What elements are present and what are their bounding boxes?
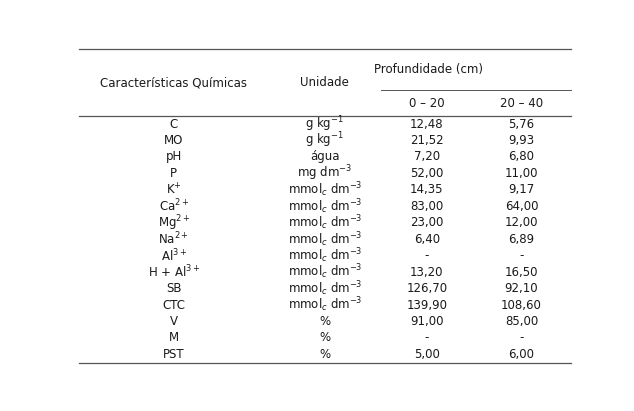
Text: mmol$_{c}$ dm$^{-3}$: mmol$_{c}$ dm$^{-3}$ <box>288 230 362 249</box>
Text: 139,90: 139,90 <box>406 298 448 312</box>
Text: -: - <box>425 331 429 344</box>
Text: 6,40: 6,40 <box>414 233 440 246</box>
Text: 83,00: 83,00 <box>410 200 444 213</box>
Text: 11,00: 11,00 <box>505 167 538 180</box>
Text: 64,00: 64,00 <box>505 200 538 213</box>
Text: 85,00: 85,00 <box>505 315 538 328</box>
Text: 91,00: 91,00 <box>410 315 444 328</box>
Text: 6,00: 6,00 <box>508 348 534 361</box>
Text: SB: SB <box>166 282 181 295</box>
Text: 23,00: 23,00 <box>410 216 444 229</box>
Text: 92,10: 92,10 <box>505 282 538 295</box>
Text: 5,76: 5,76 <box>508 118 534 131</box>
Text: 13,20: 13,20 <box>410 266 444 279</box>
Text: 108,60: 108,60 <box>501 298 542 312</box>
Text: K$^{+}$: K$^{+}$ <box>166 182 182 197</box>
Text: água: água <box>310 150 340 164</box>
Text: 14,35: 14,35 <box>410 183 444 196</box>
Text: mmol$_{c}$ dm$^{-3}$: mmol$_{c}$ dm$^{-3}$ <box>288 197 362 216</box>
Text: Unidade: Unidade <box>301 76 349 89</box>
Text: H + Al$^{3+}$: H + Al$^{3+}$ <box>148 264 200 280</box>
Text: Mg$^{2+}$: Mg$^{2+}$ <box>158 213 190 233</box>
Text: 12,00: 12,00 <box>505 216 538 229</box>
Text: 9,17: 9,17 <box>508 183 534 196</box>
Text: %: % <box>320 348 330 361</box>
Text: Profundidade (cm): Profundidade (cm) <box>374 63 483 76</box>
Text: 16,50: 16,50 <box>505 266 538 279</box>
Text: 6,89: 6,89 <box>508 233 534 246</box>
Text: mmol$_{c}$ dm$^{-3}$: mmol$_{c}$ dm$^{-3}$ <box>288 279 362 298</box>
Text: mmol$_{c}$ dm$^{-3}$: mmol$_{c}$ dm$^{-3}$ <box>288 263 362 282</box>
Text: C: C <box>170 118 178 131</box>
Text: 9,93: 9,93 <box>508 134 534 147</box>
Text: mg dm$^{-3}$: mg dm$^{-3}$ <box>297 164 353 183</box>
Text: 7,20: 7,20 <box>414 150 440 164</box>
Text: pH: pH <box>165 150 182 164</box>
Text: 52,00: 52,00 <box>410 167 444 180</box>
Text: 6,80: 6,80 <box>508 150 534 164</box>
Text: g kg$^{-1}$: g kg$^{-1}$ <box>306 131 344 150</box>
Text: 126,70: 126,70 <box>406 282 448 295</box>
Text: mmol$_{c}$ dm$^{-3}$: mmol$_{c}$ dm$^{-3}$ <box>288 296 362 314</box>
Text: P: P <box>171 167 178 180</box>
Text: Al$^{3+}$: Al$^{3+}$ <box>160 247 187 264</box>
Text: V: V <box>170 315 178 328</box>
Text: 21,52: 21,52 <box>410 134 444 147</box>
Text: g kg$^{-1}$: g kg$^{-1}$ <box>306 114 344 134</box>
Text: MO: MO <box>164 134 183 147</box>
Text: mmol$_{c}$ dm$^{-3}$: mmol$_{c}$ dm$^{-3}$ <box>288 246 362 265</box>
Text: -: - <box>425 249 429 262</box>
Text: -: - <box>519 331 524 344</box>
Text: 5,00: 5,00 <box>414 348 440 361</box>
Text: 20 – 40: 20 – 40 <box>500 97 543 110</box>
Text: %: % <box>320 331 330 344</box>
Text: 12,48: 12,48 <box>410 118 444 131</box>
Text: mmol$_{c}$ dm$^{-3}$: mmol$_{c}$ dm$^{-3}$ <box>288 180 362 199</box>
Text: Características Químicas: Características Químicas <box>100 76 247 89</box>
Text: M: M <box>169 331 179 344</box>
Text: mmol$_{c}$ dm$^{-3}$: mmol$_{c}$ dm$^{-3}$ <box>288 213 362 232</box>
Text: -: - <box>519 249 524 262</box>
Text: PST: PST <box>163 348 184 361</box>
Text: Na$^{2+}$: Na$^{2+}$ <box>158 231 190 247</box>
Text: CTC: CTC <box>162 298 185 312</box>
Text: %: % <box>320 315 330 328</box>
Text: 0 – 20: 0 – 20 <box>409 97 444 110</box>
Text: Ca$^{2+}$: Ca$^{2+}$ <box>158 198 189 215</box>
